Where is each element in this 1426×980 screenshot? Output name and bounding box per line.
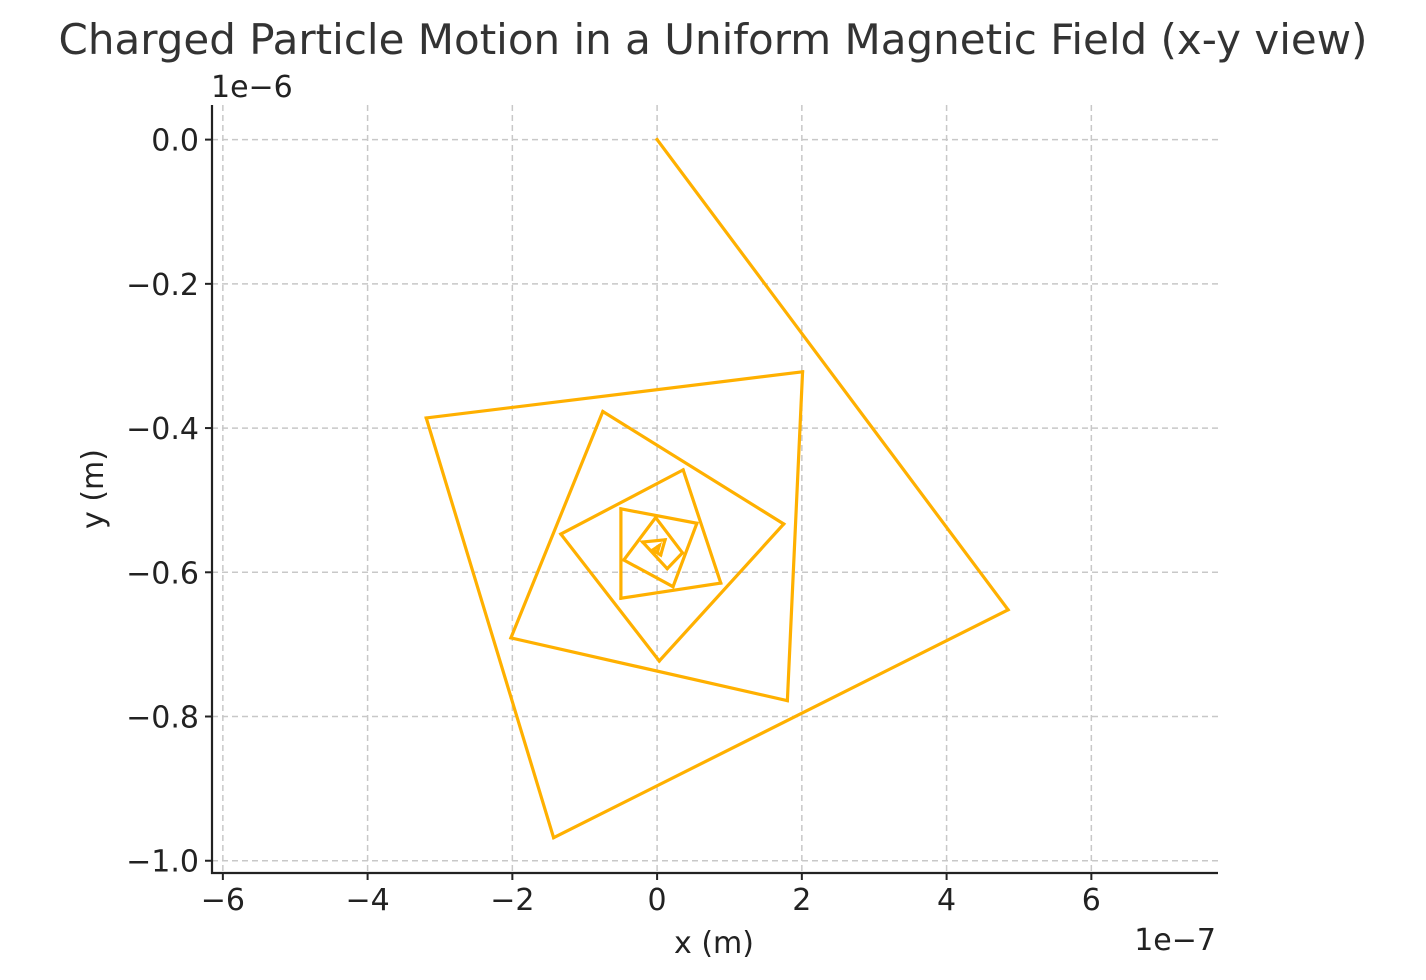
trajectory-point [654, 515, 658, 520]
trajectory-point [622, 558, 626, 562]
x-axis-offset-text: 1e−7 [1134, 923, 1216, 958]
trajectory-point [782, 522, 786, 526]
x-axis-label: x (m) [674, 926, 754, 961]
x-tick-label: 0 [648, 883, 667, 918]
trajectory-point [785, 699, 789, 703]
y-tick-label: −0.4 [126, 412, 199, 447]
x-tick-label: −2 [490, 883, 534, 918]
ticks-layer: −6 −4 −2 0 2 4 6 0.0 −0.2 −0.4 −0.6 −0.8 −1.0 [126, 124, 1101, 918]
trajectory-point [800, 370, 805, 374]
y-axis-offset-text: 1e−6 [211, 70, 293, 105]
trajectory-point [657, 659, 661, 663]
trajectory-point [663, 538, 667, 542]
y-tick-label: 0.0 [151, 124, 199, 159]
trajectory-point [559, 532, 563, 536]
y-tick-label: −0.8 [126, 701, 199, 736]
trajectory-point [651, 548, 655, 552]
trajectory-point [665, 567, 669, 571]
x-tick-label: −4 [345, 883, 389, 918]
trajectory-point [656, 549, 660, 553]
trajectory-point [680, 551, 685, 555]
chart-title: Charged Particle Motion in a Uniform Mag… [59, 15, 1368, 64]
y-axis-label: y (m) [76, 449, 111, 529]
x-tick-label: 4 [937, 883, 956, 918]
trajectory-point [1006, 608, 1010, 612]
trajectory-point [424, 416, 428, 420]
trajectory-point [619, 596, 623, 600]
trajectory-line [424, 137, 1011, 840]
trajectory-point [601, 409, 605, 414]
trajectory-point [641, 540, 645, 544]
trajectory-point [671, 585, 675, 589]
series-layer [424, 137, 1011, 840]
y-tick-label: −0.6 [126, 556, 199, 591]
y-tick-label: −0.2 [126, 268, 199, 303]
x-tick-label: 2 [792, 883, 811, 918]
axes-layer [210, 105, 1218, 875]
trajectory-point [552, 836, 556, 840]
trajectory-point [509, 636, 513, 640]
trajectory-point [659, 553, 663, 557]
trajectory-point [655, 138, 659, 142]
grid-layer [212, 105, 1218, 873]
y-tick-label: −1.0 [126, 845, 199, 880]
trajectory-point [719, 581, 723, 585]
trajectory-point [681, 468, 685, 472]
trajectory-point [657, 544, 661, 548]
x-tick-label: 6 [1082, 883, 1101, 918]
trajectory-point [619, 507, 623, 511]
x-tick-label: −6 [201, 883, 245, 918]
trajectory-point [695, 521, 699, 525]
